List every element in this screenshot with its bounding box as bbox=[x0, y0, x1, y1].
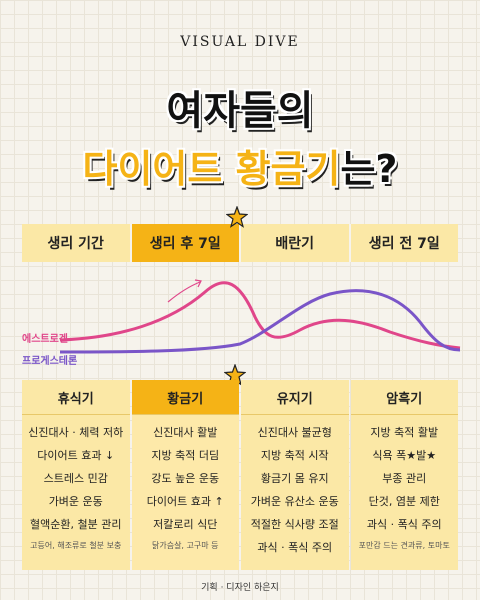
title-highlight: 다이어트 황금기 bbox=[82, 147, 341, 191]
list-item: 혈액순환, 철분 관리 bbox=[30, 518, 122, 531]
phase-menstruation: 생리 기간 bbox=[22, 224, 132, 262]
rise-arrow bbox=[167, 281, 201, 303]
title-tail: 는? bbox=[340, 147, 398, 191]
card-note: 포만감 드는 견과류, 토마토 bbox=[358, 541, 450, 550]
card-title: 암흑기 bbox=[350, 380, 458, 415]
credit-text: 기획 · 디자인 하은지 bbox=[201, 583, 279, 593]
list-item: 부종 관리 bbox=[382, 472, 427, 485]
list-item: 적절한 식사량 조절 bbox=[250, 518, 339, 531]
list-item: 신진대사 불균형 bbox=[257, 426, 332, 439]
hormone-chart bbox=[59, 279, 461, 354]
estrogen-curve bbox=[59, 281, 461, 350]
list-item: 다이어트 효과 ↑ bbox=[146, 495, 224, 508]
phase-pre-menstruation: 생리 전 7일 bbox=[350, 224, 458, 262]
page-title-line1: 여자들의 bbox=[166, 88, 314, 134]
list-item: 가벼운 유산소 운동 bbox=[250, 495, 339, 508]
page-title-line2: 다이어트 황금기는? bbox=[0, 138, 480, 193]
legend-estrogen: 에스트로겐 bbox=[22, 334, 68, 345]
phase-ovulation: 배란기 bbox=[241, 224, 351, 262]
card-title: 황금기 bbox=[131, 380, 239, 415]
card-rest: 휴식기 신진대사 · 체력 저하 다이어트 효과 ↓ 스트레스 민감 가벼운 운… bbox=[22, 380, 130, 570]
list-item: 과식 · 폭식 주의 bbox=[366, 518, 442, 531]
list-item: 스트레스 민감 bbox=[43, 472, 108, 485]
list-item: 지방 축적 활발 bbox=[370, 426, 439, 439]
list-item: 신진대사 · 체력 저하 bbox=[28, 426, 124, 439]
brand-logo: VISUAL DIVE bbox=[180, 34, 300, 50]
phase-cards: 휴식기 신진대사 · 체력 저하 다이어트 효과 ↓ 스트레스 민감 가벼운 운… bbox=[22, 380, 458, 570]
list-item: 지방 축적 시작 bbox=[260, 449, 329, 462]
legend-progesterone: 프로게스테론 bbox=[22, 356, 78, 367]
list-item: 가벼운 운동 bbox=[48, 495, 103, 508]
list-item: 강도 높은 운동 bbox=[151, 472, 220, 485]
card-note: 고등어, 해조류로 철분 보충 bbox=[30, 541, 122, 550]
star-icon bbox=[226, 206, 248, 228]
card-golden: 황금기 신진대사 활발 지방 축적 더딤 강도 높은 운동 다이어트 효과 ↑ … bbox=[131, 380, 239, 570]
list-item: 다이어트 효과 ↓ bbox=[37, 449, 115, 462]
phase-header-row: 생리 기간 생리 후 7일 배란기 생리 전 7일 bbox=[22, 224, 458, 262]
card-maintain: 유지기 신진대사 불균형 지방 축적 시작 황금기 몸 유지 가벼운 유산소 운… bbox=[241, 380, 349, 570]
list-item: 과식 · 폭식 주의 bbox=[257, 541, 333, 554]
list-item: 지방 축적 더딤 bbox=[151, 449, 220, 462]
card-title: 휴식기 bbox=[22, 380, 130, 415]
card-note: 닭가슴살, 고구마 등 bbox=[151, 541, 219, 550]
list-item: 신진대사 활발 bbox=[153, 426, 218, 439]
list-item: 저칼로리 식단 bbox=[153, 518, 218, 531]
phase-post-menstruation: 생리 후 7일 bbox=[131, 224, 241, 262]
list-item: 단것, 염분 제한 bbox=[368, 495, 440, 508]
list-item: 식욕 폭★발★ bbox=[372, 449, 437, 462]
list-item: 황금기 몸 유지 bbox=[260, 472, 329, 485]
card-dark: 암흑기 지방 축적 활발 식욕 폭★발★ 부종 관리 단것, 염분 제한 과식 … bbox=[350, 380, 458, 570]
card-title: 유지기 bbox=[241, 380, 349, 415]
progesterone-curve bbox=[59, 289, 461, 354]
